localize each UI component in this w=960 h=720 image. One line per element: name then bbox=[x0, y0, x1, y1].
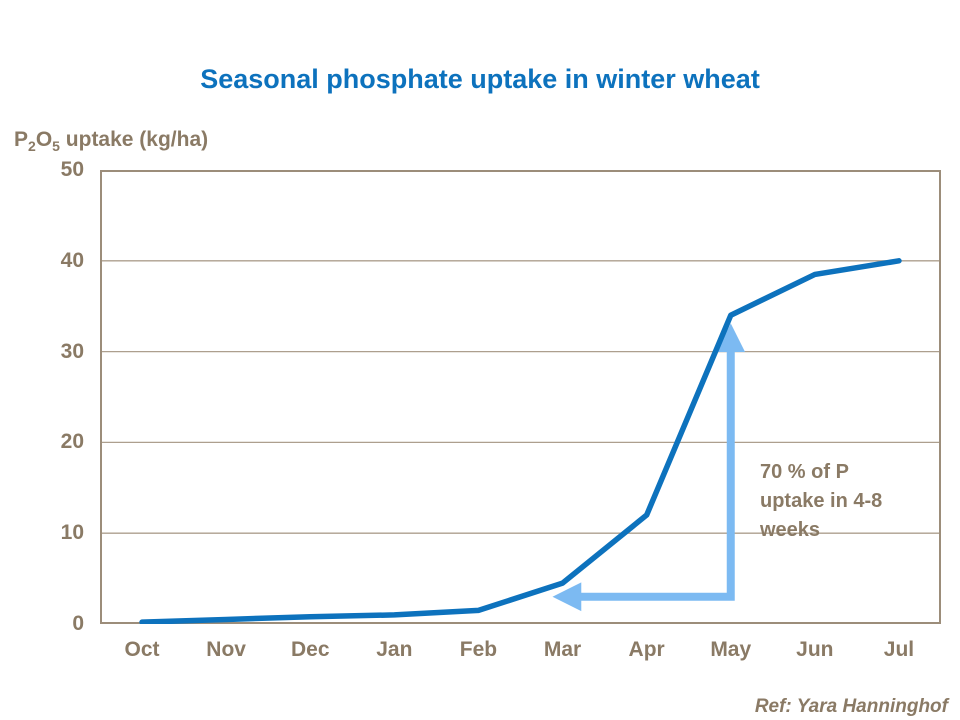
y-tick-label-50: 50 bbox=[60, 158, 84, 181]
x-tick-label-dec: Dec bbox=[290, 638, 330, 661]
plot-border bbox=[100, 170, 941, 624]
plot-area bbox=[100, 170, 941, 624]
y-axis-tick-labels: 0 10 20 30 40 50 bbox=[0, 158, 90, 635]
x-tick-label-apr: Apr bbox=[628, 638, 665, 661]
y-axis-title: P2O5 uptake (kg/ha) bbox=[14, 128, 209, 155]
y-tick-label-0: 0 bbox=[72, 612, 84, 635]
annotation-text: 70 % of P uptake in 4-8 weeks bbox=[760, 461, 883, 541]
x-tick-label-jun: Jun bbox=[796, 638, 834, 661]
y-axis-title-text: P bbox=[14, 128, 29, 151]
y-tick-label-20: 20 bbox=[60, 430, 84, 454]
x-tick-label-feb: Feb bbox=[459, 638, 498, 661]
y-tick-label-30: 30 bbox=[60, 339, 84, 363]
x-tick-label-oct: Oct bbox=[124, 638, 160, 661]
x-axis-tick-labels: Oct Nov Dec Jan Feb Mar Apr May Jun Jul bbox=[100, 638, 941, 666]
x-tick-label-mar: Mar bbox=[543, 638, 582, 661]
reference-note: Ref: Yara Hanninghof bbox=[754, 696, 948, 717]
chart-canvas bbox=[100, 170, 941, 624]
uptake-series-line bbox=[139, 258, 902, 624]
y-tick-label-10: 10 bbox=[60, 521, 84, 545]
x-tick-label-jul: Jul bbox=[883, 638, 915, 661]
x-tick-label-jan: Jan bbox=[376, 638, 413, 661]
x-tick-label-may: May bbox=[710, 638, 752, 661]
y-tick-label-40: 40 bbox=[60, 248, 84, 272]
annotation-arrow bbox=[552, 323, 746, 612]
x-tick-label-nov: Nov bbox=[206, 638, 246, 661]
chart-title: Seasonal phosphate uptake in winter whea… bbox=[200, 64, 760, 94]
